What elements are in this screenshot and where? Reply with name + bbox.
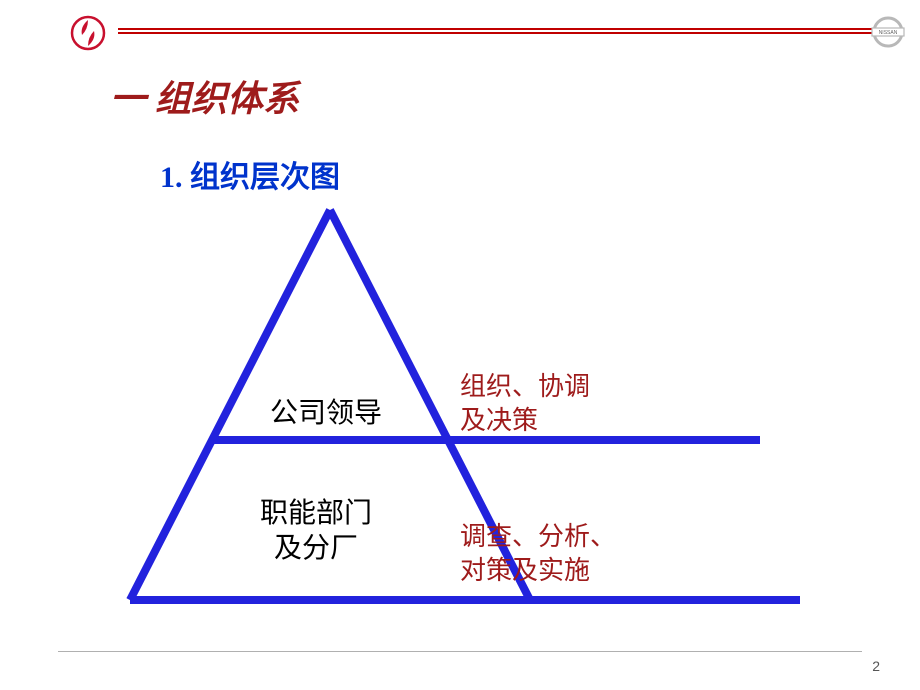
pyramid-diagram: 公司领导 组织、协调及决策职能部门及分厂 调查、分析、对策及实施	[120, 200, 820, 620]
pyramid-level-label-0: 公司领导	[270, 396, 382, 431]
footer-rule	[58, 651, 862, 652]
nissan-logo-icon: NISSAN	[870, 14, 906, 50]
dongfeng-logo-icon	[70, 15, 106, 51]
page-number: 2	[872, 658, 880, 674]
pyramid-level-label-1: 职能部门及分厂	[260, 496, 372, 566]
pyramid-level-desc-1: 调查、分析、对策及实施	[460, 520, 616, 588]
section-title: 一 组织体系	[110, 70, 299, 122]
header-rule	[118, 28, 874, 34]
pyramid-level-desc-0: 组织、协调及决策	[460, 370, 590, 438]
svg-text:NISSAN: NISSAN	[879, 30, 898, 36]
subtitle: 1. 组织层次图	[160, 152, 340, 196]
